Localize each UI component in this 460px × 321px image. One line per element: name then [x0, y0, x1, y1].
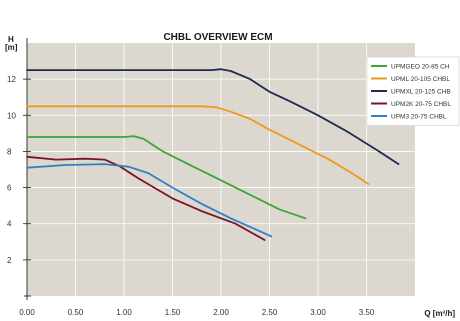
series-lines	[26, 68, 400, 241]
x-axis-title: Q [m³/h]	[424, 309, 455, 318]
x-tick-label: 1.00	[116, 308, 132, 317]
y-tick-label: 4	[7, 220, 12, 229]
series-line-4	[26, 155, 266, 241]
x-tick-labels: 0.00 0.50 1.00 1.50 2.00 2.50 3.00 3.50	[19, 308, 375, 317]
x-tick-label: 3.00	[310, 308, 326, 317]
y-tick-label: 8	[7, 147, 12, 156]
y-tick-label: 10	[7, 111, 16, 120]
x-tick-label: 1.50	[165, 308, 181, 317]
legend-label: UPM3 20-75 CHBL	[391, 114, 447, 121]
legend-label: UPMGEO 20-85 CH	[391, 64, 450, 71]
x-tick-label: 2.00	[213, 308, 229, 317]
y-tick-label: 6	[7, 184, 12, 193]
grid	[26, 43, 415, 296]
y-axis-title-symbol: H	[8, 35, 14, 44]
legend-label: UPM2K 20-75 CHBL	[391, 101, 451, 108]
series-line-2	[26, 105, 370, 185]
chart-title: CHBL OVERVIEW ECM	[163, 32, 272, 43]
legend-label: UPMXL 20-125 CHB	[391, 89, 451, 96]
x-tick-label: 2.50	[262, 308, 278, 317]
series-line-1	[26, 135, 307, 220]
axes	[23, 38, 31, 300]
x-tick-label: 0.00	[19, 308, 35, 317]
y-axis-title-unit: [m]	[5, 43, 18, 52]
y-tick-labels: 2 4 6 8 10 12	[7, 75, 16, 265]
legend: UPMGEO 20-85 CH UPML 20-105 CHBL UPMXL 20-…	[366, 56, 460, 126]
x-tick-label: 3.50	[359, 308, 375, 317]
legend-label: UPML 20-105 CHBL	[391, 76, 450, 83]
series-line-5	[26, 163, 273, 238]
x-tick-label: 0.50	[68, 308, 84, 317]
y-tick-label: 2	[7, 256, 12, 265]
y-tick-label: 12	[7, 75, 16, 84]
series-line-3	[26, 68, 400, 166]
